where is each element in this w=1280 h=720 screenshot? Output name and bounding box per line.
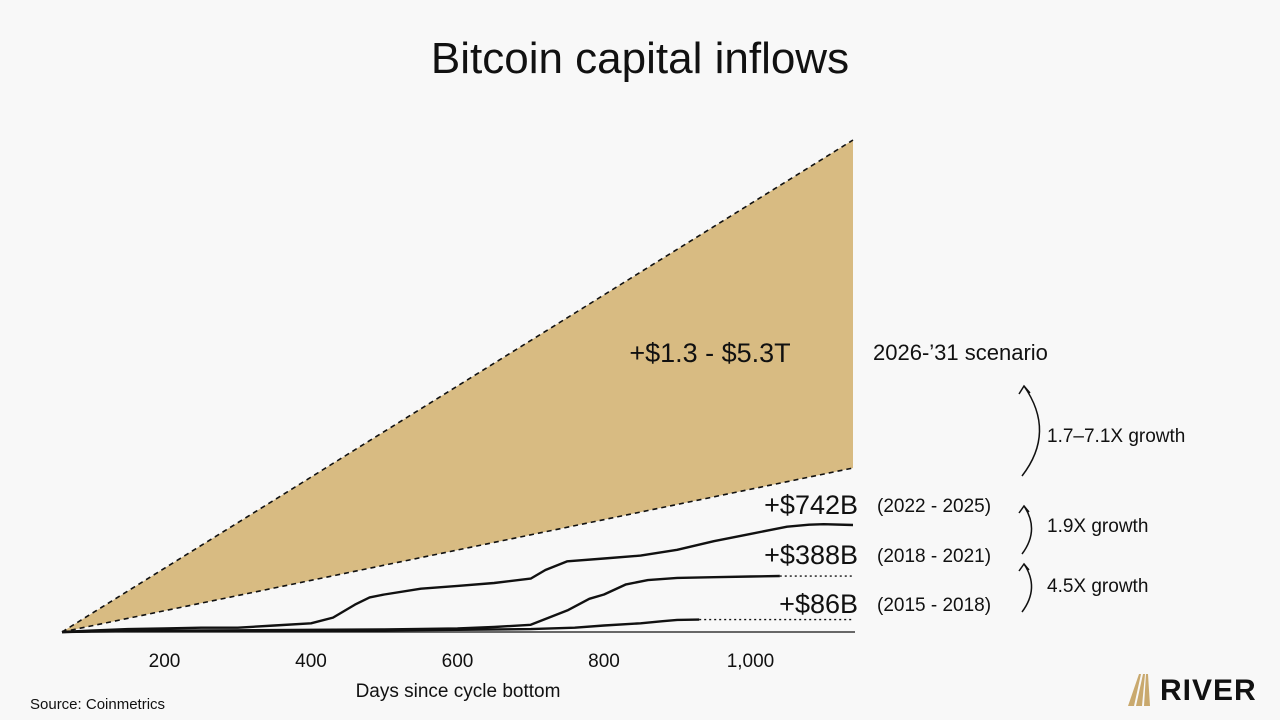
growth-arrow-4-5x	[1018, 562, 1033, 613]
river-logo: RIVER	[1128, 674, 1257, 707]
series-2018-value-label: +$388B	[764, 540, 858, 570]
series-2015-name-label: (2015 - 2018)	[877, 595, 991, 616]
series-2022-name-label: (2022 - 2025)	[877, 496, 991, 517]
growth-label-4-5x: 4.5X growth	[1047, 576, 1148, 597]
chart-title: Bitcoin capital inflows	[431, 34, 849, 83]
series-2015-value-label: +$86B	[779, 589, 858, 619]
growth-label-1-7-7-1x: 1.7–7.1X growth	[1047, 426, 1185, 447]
series-2022-value-label: +$742B	[764, 490, 858, 520]
plot-area: 200 400 600 800 1,000	[61, 139, 855, 672]
series-2018-2021-line	[61, 574, 780, 634]
x-tick-label: 600	[442, 651, 474, 672]
growth-label-1-9x: 1.9X growth	[1047, 516, 1148, 537]
x-tick-label: 1,000	[727, 651, 775, 672]
river-logo-icon	[1128, 674, 1150, 706]
growth-arrow-1-9x	[1018, 504, 1033, 555]
scenario-value-label: +$1.3 - $5.3T	[629, 338, 790, 368]
series-2022-2025-line	[61, 523, 854, 634]
x-tick-label: 400	[295, 651, 327, 672]
x-tick-label: 800	[588, 651, 620, 672]
source-note: Source: Coinmetrics	[30, 696, 165, 713]
scenario-name-label: 2026-’31 scenario	[873, 340, 1048, 365]
growth-arrow-1-7-7-1x	[1018, 384, 1041, 477]
series-2018-name-label: (2018 - 2021)	[877, 546, 991, 567]
river-logo-text: RIVER	[1160, 674, 1257, 707]
x-axis-label: Days since cycle bottom	[356, 681, 561, 702]
scenario-upper-bound-line	[61, 139, 854, 633]
x-tick-label: 200	[149, 651, 181, 672]
